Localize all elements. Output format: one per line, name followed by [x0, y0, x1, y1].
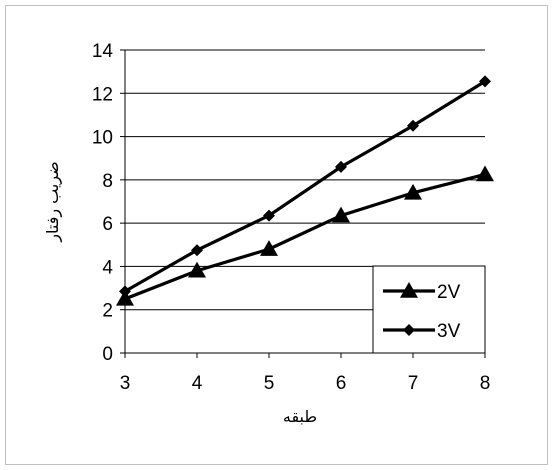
series-line — [124, 80, 486, 293]
y-tick-label: 8 — [102, 171, 113, 192]
legend-item-2V: 2V — [383, 282, 461, 303]
legend-item-3V: 3V — [383, 321, 461, 342]
data-point — [332, 206, 350, 223]
x-tick-label: 8 — [480, 373, 491, 394]
y-tick-label: 4 — [102, 257, 113, 278]
y-tick-label: 14 — [92, 41, 114, 62]
legend-marker — [403, 324, 415, 336]
data-point — [407, 119, 419, 132]
y-tick-label: 6 — [102, 214, 113, 235]
y-tick-label: 2 — [102, 301, 113, 322]
legend-box — [372, 265, 486, 354]
legend-label: 3V — [437, 321, 461, 342]
x-tick-label: 6 — [336, 373, 347, 394]
data-point — [479, 75, 491, 88]
y-tick-label: 12 — [92, 84, 113, 105]
y-tick-label: 0 — [102, 344, 113, 365]
x-tick-label: 4 — [192, 373, 203, 394]
x-tick-label: 7 — [408, 373, 419, 394]
data-point — [116, 289, 134, 306]
series-line — [124, 172, 486, 301]
series-3V — [119, 75, 491, 298]
x-axis-title: طبقه — [283, 407, 317, 426]
series-2V — [116, 165, 494, 306]
data-point — [119, 285, 131, 298]
chart-frame — [5, 5, 548, 465]
data-point — [188, 261, 206, 278]
data-point — [191, 244, 203, 257]
series-group — [116, 75, 494, 306]
y-axis-title: ضریب رفتار — [43, 161, 63, 242]
y-tick-label: 10 — [92, 128, 113, 149]
data-point — [335, 160, 347, 173]
data-point — [263, 209, 275, 222]
x-tick-label: 5 — [264, 373, 275, 394]
data-point — [260, 240, 278, 256]
legend-marker — [400, 282, 418, 298]
legend: 2V 3V — [372, 265, 486, 354]
data-point — [476, 165, 494, 182]
legend-label: 2V — [437, 282, 461, 303]
x-tick-label: 3 — [120, 373, 131, 394]
data-point — [404, 183, 422, 200]
axes: 0 2 4 6 8 10 12 14 3 4 5 6 7 8 — [92, 41, 490, 394]
